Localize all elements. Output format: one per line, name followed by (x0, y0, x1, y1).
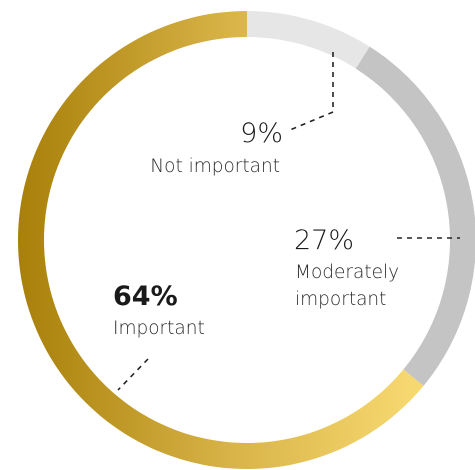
donut-slice-moderately-important (355, 46, 475, 386)
slice-value-important: 64% (113, 281, 178, 312)
leader-line-important (117, 358, 149, 391)
leader-line-not-important (289, 52, 334, 131)
donut-slices (17, 11, 475, 469)
slice-label-moderately-important-line2: important (295, 289, 386, 310)
slice-value-not-important: 9% (240, 118, 283, 149)
slice-value-moderately-important: 27% (294, 225, 354, 256)
donut-slice-not-important (247, 11, 370, 69)
donut-slice-important (17, 11, 424, 469)
slice-label-not-important: Not important (150, 156, 280, 177)
slice-label-important: Important (113, 318, 205, 339)
slice-label-moderately-important-line1: Moderately (295, 262, 399, 283)
